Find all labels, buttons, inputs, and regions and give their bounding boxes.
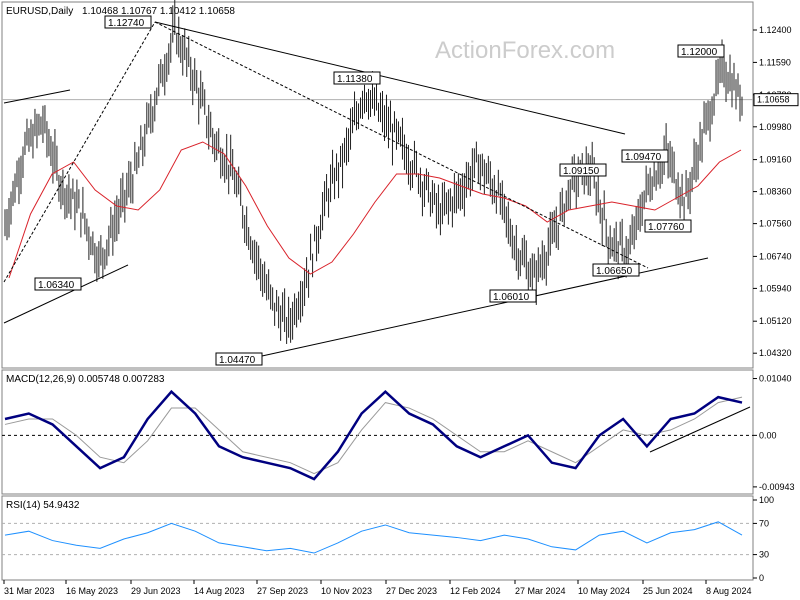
date-tick-label: 31 Mar 2023 <box>4 586 55 596</box>
price-annotation-label: 1.06010 <box>493 292 530 303</box>
macd-tick-label: 0.00 <box>759 430 777 440</box>
price-tick-label: 1.04320 <box>759 348 792 358</box>
macd-signal-line <box>4 396 743 475</box>
date-tick-label: 14 Aug 2023 <box>194 586 245 596</box>
macd-panel-frame <box>1 369 754 495</box>
symbol-label: EURUSD,Daily 1.10468 1.10767 1.10412 1.1… <box>6 6 235 17</box>
macd-axis-ticks: 0.01040 0.00 -0.00943 <box>753 374 795 492</box>
moving-average-line <box>8 141 742 279</box>
trendline-dashed-fall <box>154 21 649 269</box>
macd-title: MACD(12,26,9) 0.005748 0.007283 <box>6 374 165 385</box>
price-tick-label: 1.09160 <box>759 155 792 165</box>
price-tick-label: 1.07560 <box>759 219 792 229</box>
date-tick-label: 25 Jun 2024 <box>643 586 693 596</box>
price-annotation-label: 1.09470 <box>625 152 662 163</box>
price-tick-label: 1.05120 <box>759 316 792 326</box>
price-annotation-label: 1.06650 <box>596 266 633 277</box>
rsi-tick-label: 30 <box>759 550 769 560</box>
symbol-text: EURUSD,Daily <box>6 6 73 17</box>
price-series <box>4 0 743 344</box>
trendline-descending <box>154 21 626 135</box>
price-annotations: 1.12740 1.11380 1.06340 1.04470 1.06010 1.091… <box>34 15 725 366</box>
trendline-upper-left <box>3 89 71 104</box>
macd-tick-label: -0.00943 <box>759 482 795 492</box>
watermark: ActionForex.com <box>435 37 615 64</box>
price-tick-label: 1.09980 <box>759 122 792 132</box>
date-tick-label: 27 Dec 2023 <box>386 586 437 596</box>
price-annotation-label: 1.06340 <box>38 280 75 291</box>
date-tick-label: 8 Aug 2024 <box>706 586 752 596</box>
price-annotation-box <box>489 289 537 303</box>
current-price-box <box>753 93 799 107</box>
rsi-panel-frame <box>1 495 754 581</box>
price-panel-frame <box>1 1 754 369</box>
rsi-tick-label: 0 <box>759 573 764 583</box>
date-tick-label: 27 Sep 2023 <box>257 586 308 596</box>
current-price-label: 1.10658 <box>757 95 790 105</box>
price-tick-label: 1.08360 <box>759 187 792 197</box>
price-annotation-label: 1.11380 <box>337 74 373 85</box>
price-annotation-label: 1.12740 <box>108 18 145 29</box>
price-annotation-label: 1.09150 <box>563 166 600 177</box>
trendline-lower-left <box>3 264 129 324</box>
price-annotation-box <box>644 219 692 233</box>
trend-lines <box>3 21 709 357</box>
price-annotation-box <box>104 15 152 29</box>
price-tick-label: 1.12400 <box>759 25 792 35</box>
macd-tick-label: 0.01040 <box>759 374 792 384</box>
rsi-tick-label: 70 <box>759 518 769 528</box>
ohlc-text: 1.10468 1.10767 1.10412 1.10658 <box>82 6 235 17</box>
price-annotation-box <box>559 163 607 177</box>
trendline-dashed-rise <box>3 21 156 283</box>
date-tick-label: 16 May 2023 <box>66 586 118 596</box>
price-tick-label: 1.11590 <box>759 57 791 67</box>
price-annotation-box <box>677 44 725 58</box>
rsi-tick-label: 100 <box>759 495 774 505</box>
date-tick-label: 10 Nov 2023 <box>321 586 372 596</box>
price-annotation-box <box>333 71 381 85</box>
price-tick-label: 1.05940 <box>759 283 792 293</box>
rsi-line <box>4 521 743 554</box>
macd-line <box>4 389 743 481</box>
price-annotation-box <box>34 277 82 291</box>
date-tick-label: 12 Feb 2024 <box>450 586 501 596</box>
price-annotation-label: 1.07760 <box>648 222 685 233</box>
macd-trendline <box>649 406 751 453</box>
date-axis: 31 Mar 2023 16 May 2023 29 Jun 2023 14 Aug … <box>3 580 752 596</box>
date-tick-label: 29 Jun 2023 <box>131 586 181 596</box>
price-annotation-label: 1.04470 <box>219 355 256 366</box>
rsi-axis-ticks: 100 70 30 0 <box>753 495 774 583</box>
date-tick-label: 10 May 2024 <box>578 586 630 596</box>
date-tick-label: 27 Mar 2024 <box>515 586 566 596</box>
rsi-title: RSI(14) 54.9432 <box>6 500 80 511</box>
price-annotation-box <box>592 263 640 277</box>
price-annotation-box <box>215 352 263 366</box>
price-annotation-label: 1.12000 <box>681 47 718 58</box>
price-tick-label: 1.06740 <box>759 251 792 261</box>
price-annotation-box <box>621 149 669 163</box>
